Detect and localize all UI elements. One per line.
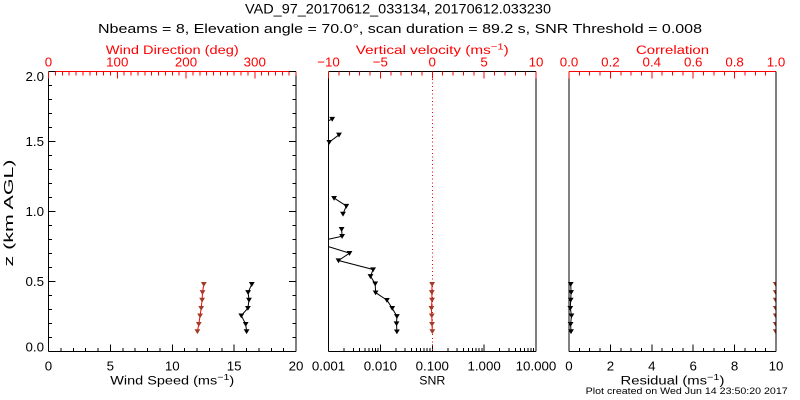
svg-text:200: 200 (175, 54, 197, 69)
svg-text:−10: −10 (317, 54, 340, 69)
svg-text:0.6: 0.6 (684, 54, 703, 69)
svg-text:0.001: 0.001 (312, 358, 345, 373)
svg-text:100: 100 (106, 54, 128, 69)
svg-text:10: 10 (769, 358, 784, 373)
svg-text:300: 300 (244, 54, 266, 69)
svg-text:15: 15 (227, 358, 242, 373)
svg-text:−5: −5 (373, 54, 388, 69)
svg-text:2.0: 2.0 (26, 69, 45, 84)
svg-text:1.000: 1.000 (467, 358, 500, 373)
svg-text:4: 4 (648, 358, 655, 373)
svg-text:20: 20 (289, 358, 304, 373)
svg-text:0.2: 0.2 (601, 54, 620, 69)
svg-text:8: 8 (731, 358, 738, 373)
svg-text:Residual (ms−1): Residual (ms −1) (621, 372, 725, 388)
svg-text:10: 10 (529, 54, 544, 69)
svg-text:Vertical velocity (ms−1): Vertical velocity (ms −1) (356, 42, 509, 58)
svg-text:Plot created on Wed Jun 14 23:: Plot created on Wed Jun 14 23:50:20 2017 (586, 386, 788, 397)
svg-text:0: 0 (429, 54, 436, 69)
svg-text:0.010: 0.010 (364, 358, 397, 373)
svg-text:5: 5 (480, 54, 487, 69)
svg-text:6: 6 (689, 358, 696, 373)
svg-text:SNR: SNR (419, 376, 445, 388)
svg-text:0: 0 (45, 358, 52, 373)
svg-text:Correlation: Correlation (636, 45, 709, 57)
svg-text:0.100: 0.100 (416, 358, 449, 373)
svg-text:5: 5 (107, 358, 114, 373)
svg-text:10.000: 10.000 (516, 358, 557, 373)
svg-text:2: 2 (607, 358, 614, 373)
svg-text:0.0: 0.0 (560, 54, 579, 69)
svg-text:1.0: 1.0 (767, 54, 786, 69)
svg-text:0: 0 (565, 358, 572, 373)
svg-text:0: 0 (45, 54, 52, 69)
svg-text:10: 10 (165, 358, 180, 373)
svg-text:0.5: 0.5 (26, 274, 45, 289)
svg-text:0.4: 0.4 (643, 54, 662, 69)
svg-text:0.8: 0.8 (725, 54, 744, 69)
svg-text:1.0: 1.0 (26, 204, 45, 219)
svg-text:VAD_97_20170612_033134, 201706: VAD_97_20170612_033134, 20170612.033230 (245, 2, 551, 17)
svg-text:Nbeams = 8, Elevation angle =: Nbeams = 8, Elevation angle = 70.0°, sca… (98, 21, 702, 36)
svg-text:1.5: 1.5 (26, 134, 45, 149)
svg-text:Wind Direction (deg): Wind Direction (deg) (106, 45, 239, 57)
svg-text:Wind Speed (ms−1): Wind Speed (ms −1) (110, 372, 234, 388)
svg-text:0.0: 0.0 (26, 339, 45, 354)
svg-text:z (km AGL): z (km AGL) (1, 160, 16, 267)
